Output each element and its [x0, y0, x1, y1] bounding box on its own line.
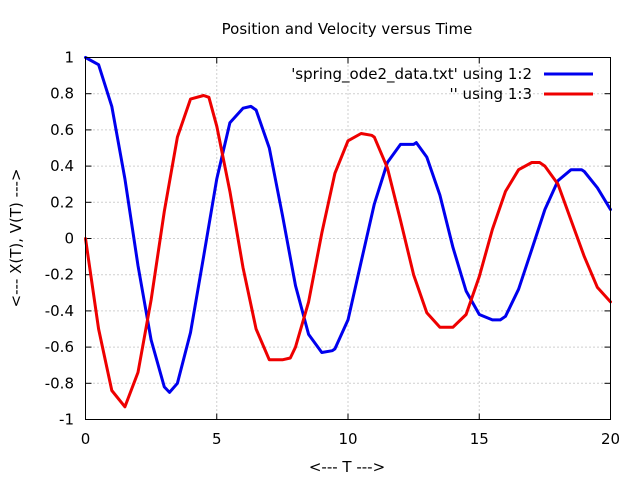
series-line-2	[84, 94, 612, 409]
x-axis-label: <--- T --->	[309, 458, 385, 476]
y-tick-label: 0.4	[50, 157, 74, 175]
y-tick-label: 0.8	[50, 85, 74, 103]
y-tick-label: -0.2	[45, 266, 74, 284]
legend-label-2: '' using 1:3	[450, 85, 532, 103]
x-tick-label: 10	[338, 430, 357, 448]
y-axis-label: <--- X(T), V(T) --->	[7, 169, 25, 308]
x-tick-label: 0	[81, 430, 91, 448]
chart-title: Position and Velocity versus Time	[222, 20, 473, 38]
y-tick-label: 0.6	[50, 121, 74, 139]
y-tick-label: 1	[64, 49, 74, 67]
y-tick-label: -0.8	[45, 374, 74, 392]
plot-frame	[85, 57, 611, 420]
y-tick-label: -1	[59, 411, 74, 429]
tick-labels: 0 5 10 15 20 -1 -0.8 -0.6 -0.4 -0.2 0 0.2 0.4 0.6 0.8 1	[45, 49, 620, 449]
legend: 'spring_ode2_data.txt' using 1:2'' using…	[291, 65, 593, 103]
grid	[85, 57, 611, 420]
y-tick-label: -0.6	[45, 338, 74, 356]
y-tick-label: -0.4	[45, 302, 74, 320]
x-tick-label: 15	[470, 430, 489, 448]
series-line-1	[84, 56, 612, 394]
y-tick-label: 0.2	[50, 193, 74, 211]
x-tick-label: 20	[601, 430, 620, 448]
y-tick-label: 0	[64, 230, 74, 248]
series-lines	[84, 56, 612, 409]
x-tick-label: 5	[212, 430, 222, 448]
legend-label-1: 'spring_ode2_data.txt' using 1:2	[291, 65, 532, 84]
